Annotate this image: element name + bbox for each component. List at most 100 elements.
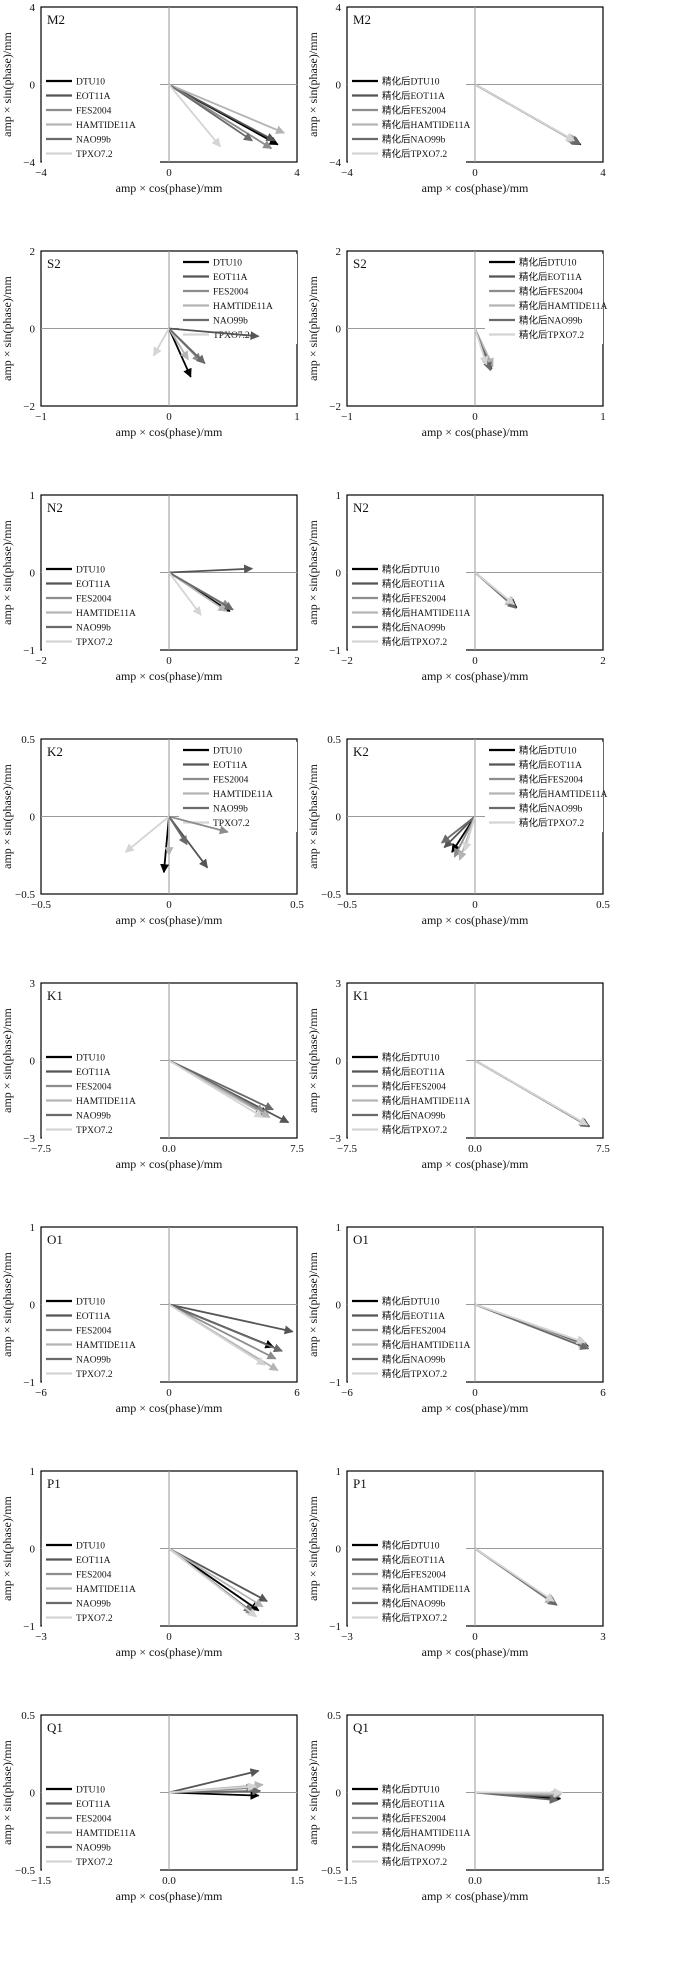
legend-background: [348, 1537, 466, 1627]
vector-fes2004: [168, 1303, 277, 1360]
panel-title: K1: [47, 988, 63, 1003]
x-axis-label: amp × cos(phase)/mm: [422, 1157, 529, 1171]
legend-entry: TPXO7.2: [76, 1126, 113, 1136]
legend-background: [485, 254, 603, 344]
legend-background: [179, 742, 297, 832]
legend-entry: FES2004: [213, 776, 249, 786]
legend-entry: 精化后FES2004: [382, 593, 446, 605]
x-tick-label: 1.5: [290, 1875, 304, 1887]
legend-entry: TPXO7.2: [213, 331, 250, 341]
legend-entry: FES2004: [76, 1327, 112, 1337]
vector-hamtide11a: [168, 328, 189, 361]
legend-entry: NAO99b: [76, 1600, 111, 1610]
panel-title: M2: [353, 12, 371, 27]
y-tick-label: −2: [329, 401, 341, 413]
legend-entry: 精化后DTU10: [519, 257, 577, 269]
panel-q1-refined: 0.5 0 −0.5−1.5 0.0 1.5 amp × sin(phase)/mm amp…: [306, 1710, 610, 1903]
legend-entry: FES2004: [76, 1571, 112, 1581]
vector-tpxo7.2: [168, 1303, 266, 1366]
panel-title: P1: [47, 1476, 61, 1491]
vector-tpxo7.2: [474, 1547, 555, 1602]
vector-eot11a: [168, 83, 276, 142]
x-axis-label: amp × cos(phase)/mm: [422, 1401, 529, 1415]
legend-entry: TPXO7.2: [76, 150, 113, 160]
legend-entry: 精化后DTU10: [519, 745, 577, 757]
y-axis-label: amp × sin(phase)/mm: [0, 1007, 14, 1112]
legend-entry: TPXO7.2: [76, 1614, 113, 1624]
y-tick-label: 0.5: [21, 734, 35, 746]
y-tick-label: −1: [23, 1377, 35, 1389]
legend-background: [348, 1781, 466, 1871]
vector-fes2004: [453, 816, 476, 858]
legend-entry: 精化后EOT11A: [519, 271, 582, 283]
x-axis-label: amp × cos(phase)/mm: [422, 913, 529, 927]
y-tick-label: 0: [30, 568, 36, 580]
x-tick-label: 4: [294, 167, 300, 179]
legend-background: [42, 73, 160, 163]
legend-entry: 精化后FES2004: [382, 1813, 446, 1825]
legend-entry: 精化后DTU10: [382, 1784, 440, 1796]
legend-entry: EOT11A: [76, 1556, 111, 1566]
vector-eot11a: [168, 564, 254, 574]
legend: DTU10 EOT11A FES2004 HAMTIDE11A NAO99b TPXO7.…: [42, 1293, 160, 1383]
legend-entry: HAMTIDE11A: [76, 1829, 136, 1839]
x-tick-label: −2: [341, 655, 353, 667]
panel-p1-refined: 1 0 −1−3 0 3 amp × sin(phase)/mm amp × cos(pha…: [306, 1466, 606, 1659]
x-tick-label: −4: [35, 167, 47, 179]
panel-q1-original: 0.5 0 −0.5−1.5 0.0 1.5 amp × sin(phase)/mm amp…: [0, 1710, 304, 1903]
panel-title: M2: [47, 12, 65, 27]
vector-eot11a: [168, 327, 260, 341]
legend-background: [348, 561, 466, 651]
legend-entry: EOT11A: [76, 92, 111, 102]
x-axis-label: amp × cos(phase)/mm: [116, 1401, 223, 1415]
x-tick-label: 0: [472, 655, 478, 667]
y-tick-label: −1: [23, 1621, 35, 1633]
legend-entry: 精化后TPXO7.2: [382, 148, 447, 160]
legend: DTU10 EOT11A FES2004 HAMTIDE11A NAO99b TPXO7.…: [42, 1537, 160, 1627]
legend-entry: 精化后HAMTIDE11A: [382, 1339, 470, 1351]
x-tick-label: −7.5: [337, 1143, 357, 1155]
legend-entry: 精化后NAO99b: [382, 1842, 446, 1854]
legend-entry: DTU10: [76, 1542, 105, 1552]
legend-entry: NAO99b: [76, 1112, 111, 1122]
legend-entry: 精化后TPXO7.2: [382, 1856, 447, 1868]
legend-entry: 精化后DTU10: [382, 1540, 440, 1552]
y-tick-label: 0: [30, 324, 36, 336]
panel-title: N2: [353, 500, 369, 515]
x-tick-label: −2: [35, 655, 47, 667]
legend-entry: HAMTIDE11A: [76, 121, 136, 131]
y-tick-label: 1: [336, 1466, 342, 1478]
y-tick-label: 0: [30, 80, 36, 92]
x-tick-label: 0: [166, 655, 172, 667]
x-axis-label: amp × cos(phase)/mm: [422, 1889, 529, 1903]
legend-entry: 精化后TPXO7.2: [382, 1612, 447, 1624]
legend: DTU10 EOT11A FES2004 HAMTIDE11A NAO99b TPXO7.…: [42, 561, 160, 651]
legend-background: [42, 1537, 160, 1627]
panel-m2-refined: 4 0 −4−4 0 4 amp × sin(phase)/mm amp × cos(pha…: [306, 2, 606, 195]
legend-entry: 精化后FES2004: [382, 105, 446, 117]
y-tick-label: 3: [336, 978, 342, 990]
legend-entry: FES2004: [76, 1815, 112, 1825]
y-tick-label: −0.5: [15, 889, 35, 901]
y-axis-label: amp × sin(phase)/mm: [0, 1739, 14, 1844]
y-axis-label: amp × sin(phase)/mm: [0, 519, 14, 624]
x-tick-label: −7.5: [31, 1143, 51, 1155]
legend-entry: DTU10: [76, 1054, 105, 1064]
legend-background: [348, 1049, 466, 1139]
x-tick-label: −4: [341, 167, 353, 179]
vector-tpxo7.2: [474, 1059, 589, 1126]
x-tick-label: 0: [166, 167, 172, 179]
legend-entry: HAMTIDE11A: [76, 1585, 136, 1595]
vector-eot11a: [168, 1547, 268, 1602]
legend-entry: 精化后FES2004: [382, 1569, 446, 1581]
x-tick-label: 1.5: [596, 1875, 610, 1887]
y-tick-label: 1: [336, 1222, 342, 1234]
panel-title: S2: [353, 256, 367, 271]
y-tick-label: 0.5: [327, 1710, 341, 1722]
vector-nao99b: [168, 571, 234, 611]
y-tick-label: 0: [30, 812, 36, 824]
x-tick-label: 3: [294, 1631, 300, 1643]
y-tick-label: 0: [336, 1544, 342, 1556]
